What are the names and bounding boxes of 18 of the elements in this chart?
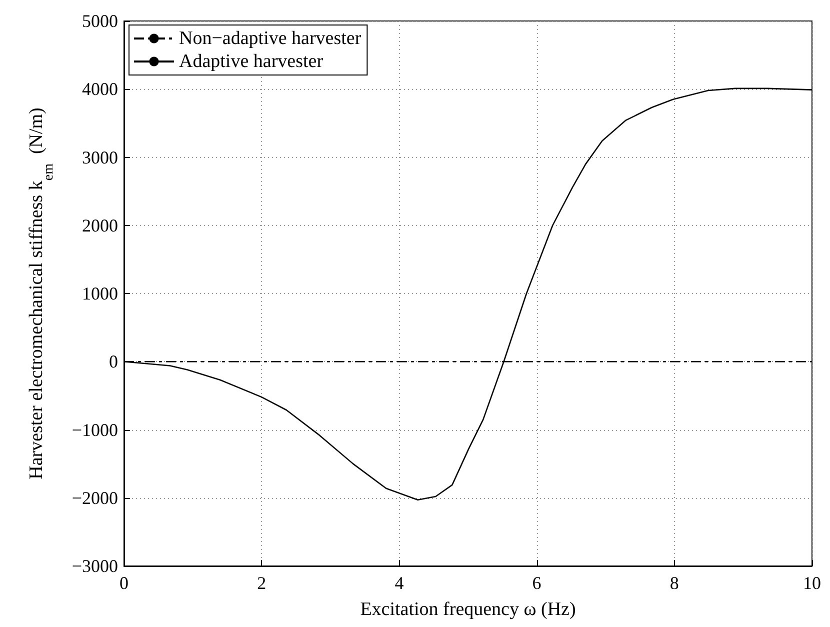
y-tick-label: 0 [109,352,118,372]
x-tick-label: 6 [532,573,542,593]
y-tick-label: 3000 [82,147,118,168]
x-axis-title: Excitation frequency ω (Hz) [360,599,576,620]
y-tick-label: −3000 [72,556,118,576]
y-axis-title: Harvester electromechanical stiffness kem (N/m) [26,108,56,480]
x-tick-label: 10 [803,573,821,593]
y-tick-label: 1000 [82,284,118,304]
legend-label: Non−adaptive harvester [179,28,362,49]
y-tick-label: −1000 [72,420,118,440]
x-tick-label: 4 [394,573,404,593]
x-tick-label: 2 [257,573,266,593]
y-tick-label: 5000 [82,11,118,31]
legend-label: Adaptive harvester [179,51,324,72]
y-tick-label: 2000 [82,215,118,236]
x-tick-label: 8 [670,573,679,593]
y-tick-label: −2000 [72,488,118,508]
y-tick-label: 4000 [82,79,118,100]
